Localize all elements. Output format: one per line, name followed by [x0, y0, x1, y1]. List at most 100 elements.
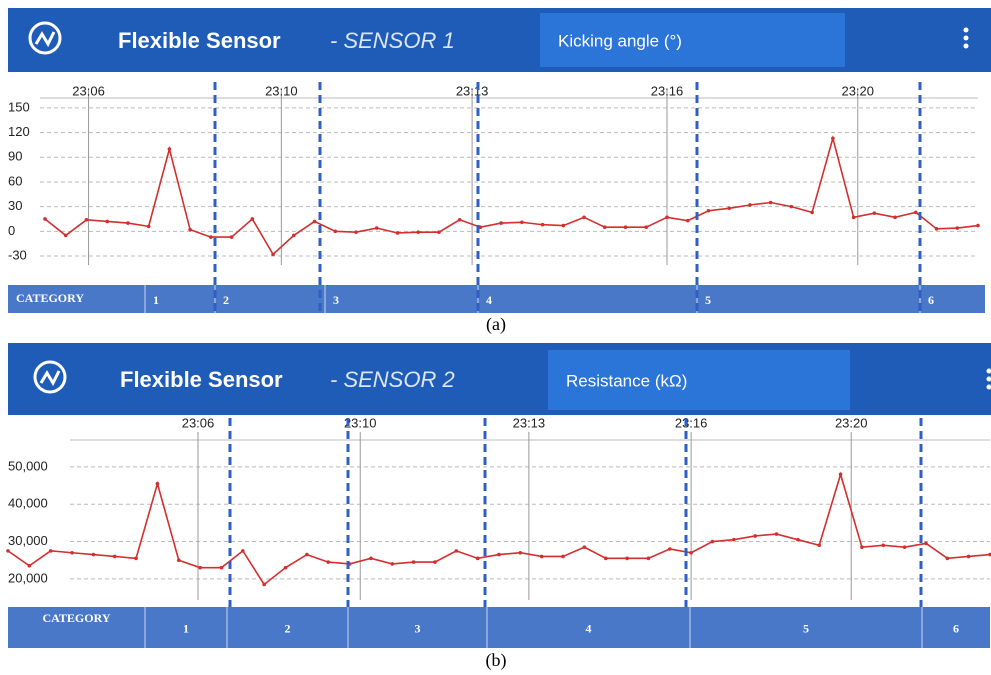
data-point [934, 227, 939, 231]
y-tick-label: -30 [8, 247, 27, 262]
data-point [497, 552, 501, 557]
category-label: 4 [486, 293, 492, 307]
data-point [838, 472, 843, 477]
data-point [881, 543, 886, 548]
data-point [333, 229, 338, 234]
data-point [499, 221, 503, 225]
data-point [241, 549, 245, 553]
data-point [326, 560, 331, 564]
data-point [105, 219, 109, 224]
data-point [63, 233, 68, 238]
data-point [914, 210, 918, 215]
x-tick-label: 23:06 [182, 415, 215, 430]
data-point [518, 550, 523, 555]
data-point [312, 219, 317, 224]
data-point [665, 215, 669, 220]
data-point [817, 543, 822, 548]
sensor-name: - SENSOR 1 [330, 28, 455, 53]
data-point [748, 203, 752, 207]
data-point [851, 215, 856, 220]
category-bar [8, 285, 985, 313]
data-point [685, 218, 690, 223]
data-point [70, 550, 74, 555]
data-point [924, 541, 928, 546]
menu-dot [963, 27, 969, 33]
metric-label: Resistance (kΩ) [566, 371, 687, 390]
category-label: 3 [333, 293, 339, 307]
data-point [955, 226, 960, 230]
data-point [646, 556, 651, 561]
data-point [27, 564, 32, 568]
x-tick-label: 23:20 [835, 415, 868, 430]
x-tick-label: 23:10 [265, 83, 298, 98]
data-point [988, 552, 991, 557]
data-point [582, 545, 587, 549]
data-point [395, 231, 400, 235]
data-point [623, 225, 628, 230]
x-tick-label: 23:16 [651, 83, 684, 98]
metric-button [548, 350, 850, 410]
data-point [84, 217, 89, 222]
data-point [305, 552, 309, 557]
data-point [6, 549, 10, 553]
data-point [796, 537, 800, 542]
menu-dot [963, 35, 969, 41]
data-point [603, 556, 608, 561]
x-tick-label: 23:06 [72, 83, 105, 98]
category-label: 5 [803, 621, 809, 635]
data-point [411, 560, 416, 564]
category-label: 1 [183, 621, 189, 635]
data-point [262, 582, 266, 587]
category-label: 2 [285, 621, 291, 635]
data-line [44, 135, 979, 256]
metric-label: Kicking angle (°) [558, 31, 682, 50]
data-point [292, 233, 296, 238]
data-point [902, 545, 907, 549]
app-title: Flexible Sensor [118, 28, 281, 53]
data-point [644, 225, 649, 230]
data-line [7, 471, 991, 586]
y-tick-label: 40,000 [8, 496, 48, 511]
data-point [893, 215, 897, 220]
menu-dot [986, 376, 991, 382]
data-point [810, 210, 814, 215]
data-point [872, 211, 877, 216]
data-point [582, 215, 586, 220]
data-point [539, 554, 544, 559]
data-point [945, 556, 950, 561]
data-point [774, 532, 779, 536]
x-tick-label: 23:20 [841, 83, 874, 98]
data-point [354, 230, 358, 234]
category-label: 6 [953, 621, 959, 635]
data-point [457, 217, 462, 222]
data-point [561, 223, 566, 228]
app-title: Flexible Sensor [120, 367, 283, 392]
data-point [689, 550, 693, 555]
app-logo [28, 21, 62, 55]
data-point [966, 554, 971, 559]
data-point [831, 136, 835, 141]
menu-dot [986, 384, 991, 390]
data-point [390, 562, 395, 566]
y-tick-label: 0 [8, 223, 15, 238]
data-point [416, 230, 421, 234]
data-point [229, 235, 234, 239]
data-point [789, 204, 794, 209]
category-label: 5 [705, 293, 711, 307]
x-tick-label: 23:16 [675, 415, 708, 430]
data-point [625, 556, 629, 561]
data-point [753, 534, 757, 538]
y-tick-label: 90 [8, 149, 22, 164]
data-point [283, 565, 288, 570]
data-point [540, 222, 545, 227]
data-point [374, 226, 379, 230]
y-tick-label: 20,000 [8, 570, 48, 585]
data-point [146, 224, 151, 229]
metric-button [540, 13, 845, 67]
category-title: CATEGORY [16, 291, 84, 305]
data-point [976, 223, 980, 228]
y-tick-label: 60 [8, 173, 22, 188]
data-point [134, 556, 138, 561]
data-point [860, 545, 864, 549]
app-logo-mark [34, 31, 56, 48]
